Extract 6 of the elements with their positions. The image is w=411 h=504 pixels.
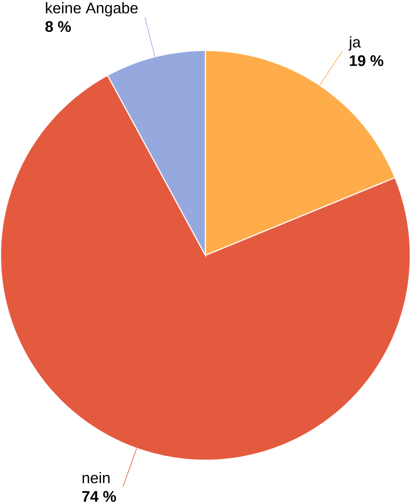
data-label: 74 %	[82, 491, 116, 502]
slice-label: nein	[82, 472, 110, 484]
data-label: 19 %	[350, 55, 384, 66]
slice-label: keine Angabe	[46, 2, 138, 16]
slice-label: ja	[348, 36, 361, 51]
data-label: 8 %	[45, 21, 71, 32]
